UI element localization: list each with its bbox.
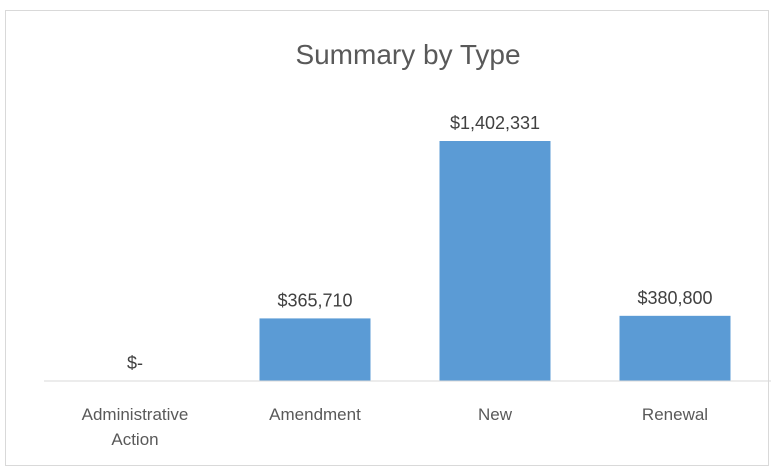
- category-label-line: Renewal: [642, 405, 708, 424]
- category-label-renewal: Renewal: [642, 405, 708, 424]
- category-label-line: Action: [111, 430, 158, 449]
- chart-title: Summary by Type: [295, 39, 520, 70]
- category-label-line: Administrative: [82, 405, 189, 424]
- data-label-new: $1,402,331: [450, 113, 540, 133]
- bar-new: [439, 141, 551, 381]
- bars-group: [259, 141, 731, 381]
- data-label-administrative-action: $-: [127, 353, 143, 373]
- category-label-administrative-action: Administrative Action: [82, 405, 189, 449]
- data-label-amendment: $365,710: [277, 290, 352, 310]
- category-label-amendment: Amendment: [269, 405, 361, 424]
- category-label-line: Amendment: [269, 405, 361, 424]
- bar-renewal: [619, 315, 731, 381]
- data-labels-group: $- $365,710 $1,402,331 $380,800: [127, 113, 713, 373]
- data-label-renewal: $380,800: [637, 288, 712, 308]
- category-label-new: New: [478, 405, 513, 424]
- bar-amendment: [259, 318, 371, 381]
- chart-frame: [5, 10, 769, 466]
- category-label-line: New: [478, 405, 513, 424]
- category-labels-group: Administrative Action Amendment New Renewal: [82, 405, 708, 449]
